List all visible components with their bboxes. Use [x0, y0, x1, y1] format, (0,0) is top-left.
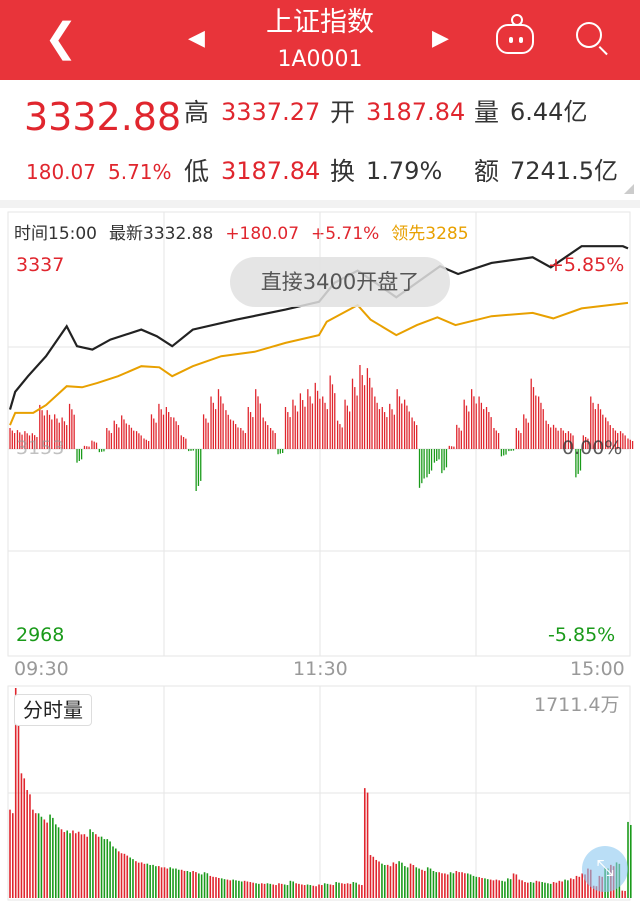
low-value: 3187.84 — [221, 157, 321, 185]
triangle-right-icon[interactable]: ▶ — [432, 26, 449, 51]
info-time: 时间15:00 — [14, 224, 97, 244]
header-bar: ❮ ◀ 上证指数 1A0001 ▶ — [0, 0, 640, 80]
divider — [0, 200, 640, 208]
open-label: 开 — [330, 98, 356, 127]
search-icon[interactable] — [576, 22, 602, 48]
volume-value: 6.44亿 — [510, 98, 588, 126]
turnover-value: 1.79% — [366, 157, 443, 185]
change-pct: 5.71% — [108, 160, 172, 184]
high-label: 高 — [184, 98, 210, 127]
chevron-left-icon[interactable]: ❮ — [44, 15, 78, 61]
y-label-mid: 3153 — [16, 437, 65, 459]
y-label-min: 2968 — [16, 624, 65, 646]
triangle-left-icon[interactable]: ◀ — [188, 26, 205, 51]
volume-max-label: 1711.4万 — [534, 694, 620, 716]
info-bar: 时间15:00 最新3332.88 +180.07 +5.71% 领先3285 — [14, 219, 481, 244]
open-value: 3187.84 — [366, 98, 466, 126]
amount-label: 额 — [474, 157, 500, 186]
turnover-label: 换 — [330, 157, 356, 186]
change-value: 180.07 — [26, 160, 96, 184]
low-label: 低 — [184, 157, 210, 186]
high-value: 3337.27 — [221, 98, 321, 126]
expand-corner-icon[interactable] — [624, 184, 634, 194]
y-label-max: 3337 — [16, 254, 65, 276]
volume-indicator-button[interactable]: 分时量 — [14, 694, 92, 726]
average-price-line — [9, 301, 629, 426]
info-latest: 最新3332.88 — [109, 224, 214, 244]
price-line — [8, 245, 629, 410]
x-label-close: 15:00 — [570, 658, 625, 680]
info-change-pct: +5.71% — [311, 224, 380, 244]
fullscreen-icon[interactable]: ⤡ — [582, 846, 628, 892]
info-lead: 领先3285 — [391, 224, 469, 244]
last-price: 3332.88 — [24, 95, 182, 139]
y-label-mid-pct: 0.00% — [562, 437, 623, 459]
x-label-noon: 11:30 — [293, 658, 348, 680]
toast-message: 直接3400开盘了 — [230, 257, 450, 307]
x-label-open: 09:30 — [14, 658, 69, 680]
chart-frame — [7, 211, 631, 657]
amount-value: 7241.5亿 — [510, 157, 618, 185]
info-change: +180.07 — [225, 224, 300, 244]
page-title: 上证指数 — [266, 7, 374, 38]
y-label-min-pct: -5.85% — [548, 624, 616, 646]
volume-label: 量 — [474, 98, 500, 127]
robot-icon[interactable] — [496, 14, 534, 54]
stock-code: 1A0001 — [277, 47, 363, 72]
y-label-max-pct: +5.85% — [548, 254, 625, 276]
